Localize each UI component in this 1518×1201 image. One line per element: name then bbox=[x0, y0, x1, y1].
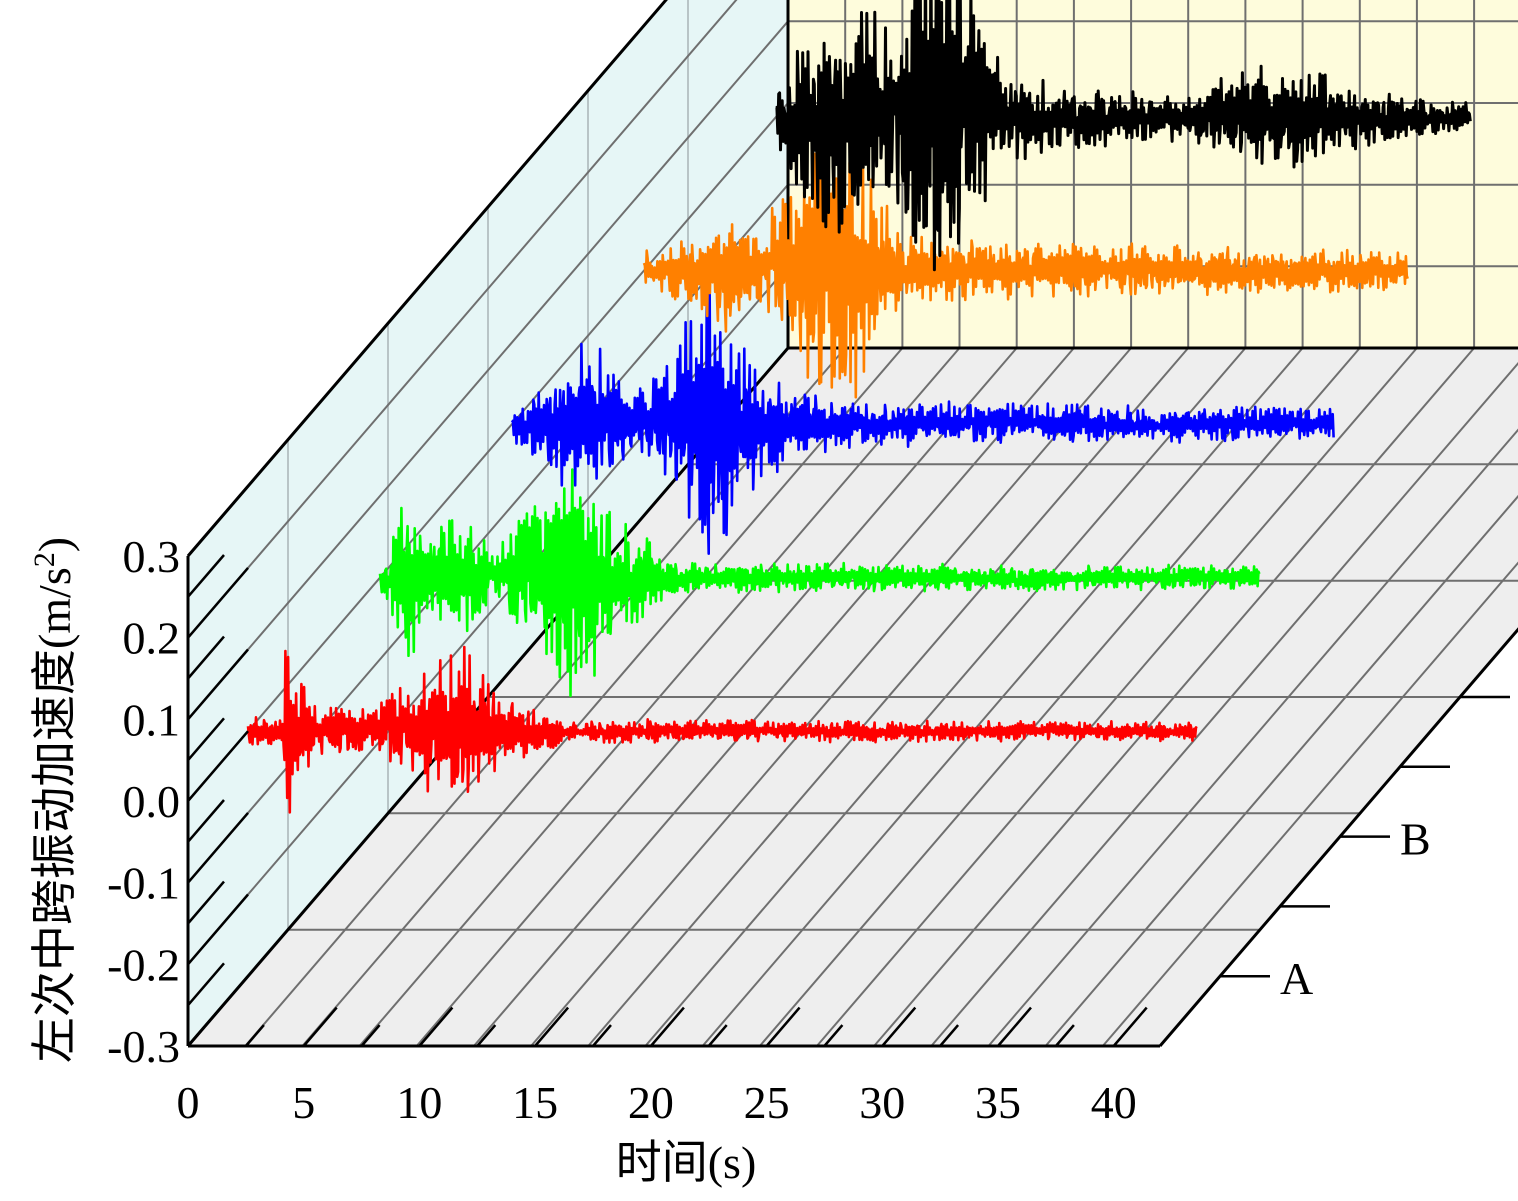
y-axis-title: 左次中跨振动加速度(m/s2) bbox=[28, 537, 80, 1063]
depth-label-A: A bbox=[1280, 953, 1313, 1004]
y-tick-mark bbox=[187, 812, 249, 884]
series-C-trace bbox=[510, 258, 1335, 555]
x-minor-tick-mark bbox=[939, 1024, 960, 1047]
y-axis-title-close: ) bbox=[29, 537, 80, 552]
depth-label-B: B bbox=[1400, 814, 1431, 865]
y-axis-title-superscript: 2 bbox=[28, 552, 61, 567]
x-axis-title: 时间(s) bbox=[616, 1137, 757, 1188]
y-minor-tick-mark bbox=[187, 554, 225, 598]
y-tick-mark bbox=[187, 485, 249, 557]
x-tick-label: 30 bbox=[859, 1077, 905, 1128]
y-axis-title-main: 左次中跨振动加速度(m/s bbox=[29, 567, 80, 1063]
left-wall-grid-horizontal bbox=[187, 0, 738, 639]
y-tick-mark bbox=[187, 648, 249, 721]
x-minor-tick-mark bbox=[360, 1024, 381, 1047]
x-tick-label: 15 bbox=[512, 1077, 558, 1128]
y-tick-label: -0.3 bbox=[107, 1021, 180, 1072]
y-minor-tick-mark bbox=[187, 799, 225, 843]
x-tick-label: 5 bbox=[292, 1077, 315, 1128]
y-minor-tick-mark bbox=[187, 717, 225, 762]
x-minor-tick-mark bbox=[476, 1024, 497, 1047]
x-minor-tick-mark bbox=[823, 1024, 844, 1047]
y-axis-title-group: 左次中跨振动加速度(m/s2) bbox=[28, 537, 80, 1063]
y-tick-mark bbox=[187, 730, 249, 802]
chart-grid bbox=[186, 0, 1518, 1048]
y-minor-tick-mark bbox=[187, 635, 225, 680]
x-tick-mark bbox=[1112, 1006, 1148, 1047]
series-A-trace bbox=[246, 645, 1198, 814]
x-tick-mark bbox=[997, 1006, 1032, 1047]
x-tick-label: 10 bbox=[396, 1077, 442, 1128]
chart-labels: 0 5 10 15 20 25 30 35 40 0.3 0.2 0.1 0.0 -0.1 -0.2 -0.3… bbox=[107, 531, 1431, 1128]
x-tick-label: 25 bbox=[744, 1077, 790, 1128]
y-tick-label: -0.2 bbox=[107, 939, 180, 990]
x-tick-label: 0 bbox=[177, 1077, 200, 1128]
x-minor-tick-mark bbox=[244, 1024, 265, 1047]
x-tick-mark bbox=[418, 1006, 454, 1047]
series-B-trace bbox=[378, 468, 1261, 698]
y-minor-tick-mark bbox=[187, 962, 225, 1007]
x-tick-mark bbox=[649, 1006, 685, 1047]
x-tick-mark bbox=[534, 1006, 570, 1047]
x-minor-tick-mark bbox=[1054, 1024, 1075, 1047]
series-E-trace bbox=[775, 0, 1472, 272]
y-tick-label: 0.1 bbox=[123, 694, 181, 745]
y-tick-label: -0.1 bbox=[107, 858, 180, 909]
y-tick-label: 0.0 bbox=[123, 776, 181, 827]
chart-series bbox=[246, 0, 1472, 814]
y-tick-label: 0.3 bbox=[123, 531, 181, 582]
x-tick-mark bbox=[302, 1006, 338, 1047]
x-tick-label: 20 bbox=[628, 1077, 674, 1128]
y-minor-tick-mark bbox=[187, 880, 225, 925]
x-tick-mark bbox=[765, 1006, 801, 1047]
left-wall-grid-horizontal bbox=[187, 20, 789, 720]
x-tick-label: 40 bbox=[1091, 1077, 1137, 1128]
y-tick-mark bbox=[187, 567, 249, 639]
y-tick-mark bbox=[187, 975, 249, 1047]
chart-ticks bbox=[187, 485, 1510, 1047]
x-minor-tick-mark bbox=[707, 1024, 728, 1047]
x-minor-tick-mark bbox=[592, 1024, 612, 1047]
frame-edge bbox=[186, 0, 668, 557]
x-tick-mark bbox=[881, 1006, 917, 1047]
series-D-trace bbox=[642, 122, 1409, 399]
y-tick-mark bbox=[187, 893, 249, 966]
y-tick-label: 0.2 bbox=[123, 613, 181, 664]
x-tick-label: 35 bbox=[975, 1077, 1021, 1128]
